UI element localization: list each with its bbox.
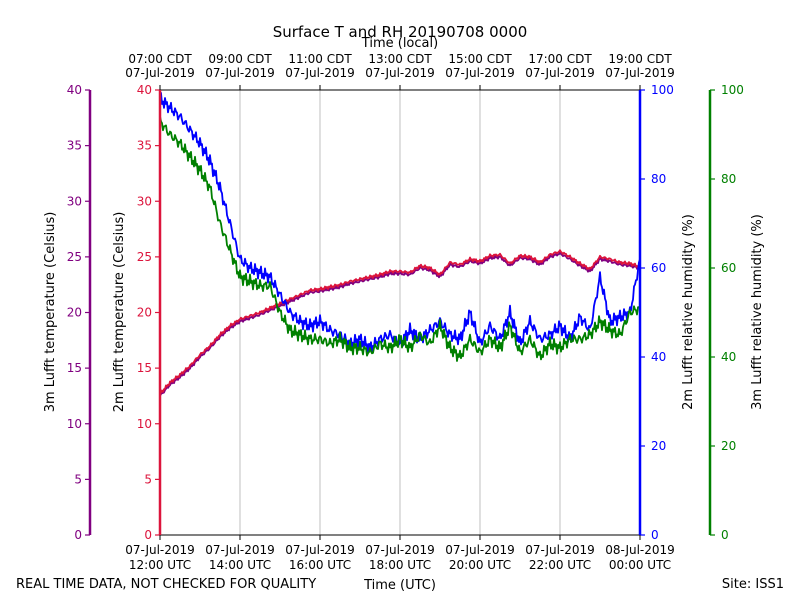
x-tick-label-top-date: 07-Jul-2019	[605, 66, 675, 80]
x-tick-label-bottom-time: 14:00 UTC	[209, 558, 271, 572]
y-tick-label-3m-rh: 0	[721, 528, 729, 542]
quality-note: REAL TIME DATA, NOT CHECKED FOR QUALITY	[16, 577, 316, 592]
y-axis-label-3m-rh: 3m Lufft relative humidity (%)	[750, 214, 765, 410]
y-tick-label-3m-temp: 25	[67, 250, 82, 264]
y-tick-label-2m-temp: 40	[137, 83, 152, 97]
y-tick-label-2m-temp: 20	[137, 306, 152, 320]
top-axis-label: Time (local)	[361, 36, 438, 51]
y-tick-label-3m-temp: 30	[67, 194, 82, 208]
y-tick-label-3m-rh: 20	[721, 439, 736, 453]
x-tick-label-bottom-time: 00:00 UTC	[609, 558, 671, 572]
x-tick-label-bottom-date: 07-Jul-2019	[285, 543, 355, 557]
y-tick-label-3m-temp: 40	[67, 83, 82, 97]
y-tick-label-3m-rh: 80	[721, 172, 736, 186]
x-tick-label-top-time: 09:00 CDT	[208, 52, 272, 66]
y-tick-label-3m-rh: 60	[721, 261, 736, 275]
x-tick-label-top-time: 11:00 CDT	[288, 52, 352, 66]
y-tick-label-2m-temp: 15	[137, 361, 152, 375]
y-tick-label-2m-rh: 60	[651, 261, 666, 275]
y-axis-label-3m-temp: 3m Lufft temperature (Celsius)	[43, 212, 58, 413]
x-tick-label-top-time: 13:00 CDT	[368, 52, 432, 66]
x-tick-label-bottom-date: 07-Jul-2019	[445, 543, 515, 557]
y-tick-label-2m-rh: 0	[651, 528, 659, 542]
y-tick-label-3m-rh: 100	[721, 83, 744, 97]
x-tick-label-bottom-date: 07-Jul-2019	[525, 543, 595, 557]
y-tick-label-2m-temp: 5	[144, 472, 152, 486]
y-tick-label-3m-temp: 0	[74, 528, 82, 542]
x-tick-label-top-date: 07-Jul-2019	[525, 66, 595, 80]
x-tick-label-bottom-time: 12:00 UTC	[129, 558, 191, 572]
y-tick-label-2m-rh: 100	[651, 83, 674, 97]
y-tick-label-3m-temp: 5	[74, 472, 82, 486]
x-tick-label-top-time: 19:00 CDT	[608, 52, 672, 66]
y-tick-label-2m-rh: 20	[651, 439, 666, 453]
y-tick-label-3m-temp: 10	[67, 417, 82, 431]
series-line-3m-lufft-relative-humidity	[159, 116, 641, 362]
x-tick-label-bottom-date: 07-Jul-2019	[125, 543, 195, 557]
y-tick-label-2m-temp: 0	[144, 528, 152, 542]
x-tick-label-top-time: 07:00 CDT	[128, 52, 192, 66]
x-tick-label-top-date: 07-Jul-2019	[285, 66, 355, 80]
x-tick-label-bottom-time: 18:00 UTC	[369, 558, 431, 572]
x-tick-label-bottom-date: 08-Jul-2019	[605, 543, 675, 557]
y-tick-label-2m-temp: 35	[137, 139, 152, 153]
x-tick-label-top-time: 17:00 CDT	[528, 52, 592, 66]
x-tick-label-bottom-time: 22:00 UTC	[529, 558, 591, 572]
x-tick-label-bottom-date: 07-Jul-2019	[365, 543, 435, 557]
x-axis-label: Time (UTC)	[363, 578, 436, 593]
chart-title: Surface T and RH 20190708 0000	[273, 23, 528, 41]
y-tick-label-3m-temp: 35	[67, 139, 82, 153]
y-tick-label-2m-rh: 40	[651, 350, 666, 364]
x-tick-label-top-date: 07-Jul-2019	[205, 66, 275, 80]
x-tick-label-bottom-time: 20:00 UTC	[449, 558, 511, 572]
y-tick-label-2m-temp: 30	[137, 194, 152, 208]
x-tick-label-top-date: 07-Jul-2019	[125, 66, 195, 80]
series-line-3m-lufft-temperature	[159, 251, 641, 397]
x-tick-label-top-date: 07-Jul-2019	[445, 66, 515, 80]
y-axis-label-2m-rh: 2m Lufft relative humidity (%)	[681, 214, 696, 410]
x-tick-label-bottom-date: 07-Jul-2019	[205, 543, 275, 557]
y-tick-label-2m-temp: 10	[137, 417, 152, 431]
x-tick-label-top-date: 07-Jul-2019	[365, 66, 435, 80]
y-axis-label-2m-temp: 2m Lufft temperature (Celsius)	[112, 212, 127, 413]
x-tick-label-bottom-time: 16:00 UTC	[289, 558, 351, 572]
y-tick-label-3m-temp: 20	[67, 306, 82, 320]
y-tick-label-2m-temp: 25	[137, 250, 152, 264]
x-tick-label-top-time: 15:00 CDT	[448, 52, 512, 66]
series-line-2m-lufft-temperature	[159, 249, 641, 394]
y-tick-label-3m-temp: 15	[67, 361, 82, 375]
site-label: Site: ISS1	[722, 577, 784, 592]
y-tick-label-3m-rh: 40	[721, 350, 736, 364]
y-tick-label-2m-rh: 80	[651, 172, 666, 186]
